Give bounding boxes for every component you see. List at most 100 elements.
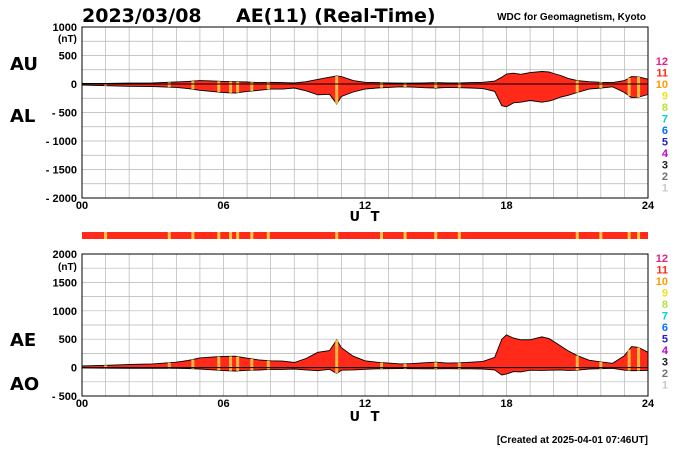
station-mark bbox=[637, 347, 641, 371]
y-tick-label: 1000 bbox=[53, 306, 77, 318]
y-tick-label: 0 bbox=[71, 79, 77, 91]
y-tick-label: - 1500 bbox=[46, 165, 77, 177]
legend-station-5: 5 bbox=[662, 334, 668, 346]
x-tick-label: 24 bbox=[642, 398, 655, 410]
legend-station-9: 9 bbox=[662, 91, 668, 103]
x-tick-label: 12 bbox=[359, 398, 371, 410]
stripe-mark bbox=[229, 232, 233, 239]
x-tick-label: 00 bbox=[76, 398, 88, 410]
legend-station-5: 5 bbox=[662, 137, 668, 149]
station-mark bbox=[217, 81, 221, 93]
legend-station-8: 8 bbox=[662, 299, 668, 311]
station-mark bbox=[104, 365, 108, 369]
y-tick-label: - 2000 bbox=[46, 193, 77, 205]
stripe-mark bbox=[191, 232, 195, 239]
legend-station-10: 10 bbox=[656, 79, 668, 91]
legend-station-1: 1 bbox=[662, 183, 668, 195]
legend-station-11: 11 bbox=[656, 68, 668, 80]
al-label: AL bbox=[10, 106, 35, 127]
station-mark bbox=[599, 361, 603, 369]
au-label: AU bbox=[10, 54, 38, 75]
legend-station-1: 1 bbox=[662, 380, 668, 392]
stripe-mark bbox=[380, 232, 384, 239]
legend-station-6: 6 bbox=[662, 125, 668, 137]
legend-station-11: 11 bbox=[656, 265, 668, 277]
stripe-mark bbox=[599, 232, 603, 239]
station-mark bbox=[403, 363, 407, 369]
y-tick-label: 1000 bbox=[53, 22, 77, 34]
legend-station-2: 2 bbox=[662, 368, 668, 380]
legend-station-3: 3 bbox=[662, 357, 668, 369]
legend-station-12: 12 bbox=[656, 56, 668, 68]
station-mark bbox=[434, 82, 438, 88]
legend-station-7: 7 bbox=[662, 311, 668, 323]
station-mark bbox=[167, 82, 171, 88]
au-al-unit: (nT) bbox=[58, 34, 77, 45]
au-al-station-marks bbox=[104, 76, 641, 104]
y-tick-label: 0 bbox=[71, 363, 77, 375]
al-series-line bbox=[81, 84, 649, 108]
station-mark bbox=[250, 358, 254, 371]
station-mark bbox=[236, 356, 240, 371]
x-tick-label: 24 bbox=[642, 200, 655, 212]
legend-station-3: 3 bbox=[662, 160, 668, 172]
stripe-band bbox=[82, 232, 648, 239]
y-tick-label: 500 bbox=[59, 334, 77, 346]
ao-label: AO bbox=[10, 374, 39, 395]
stripe-mark bbox=[266, 232, 270, 239]
station-mark bbox=[403, 83, 407, 87]
ae-ao-area bbox=[81, 334, 649, 376]
station-mark bbox=[217, 356, 221, 371]
x-tick-label: 00 bbox=[76, 200, 88, 212]
stripe-mark bbox=[575, 232, 579, 239]
station-mark bbox=[250, 82, 254, 91]
stripe-mark bbox=[627, 232, 631, 239]
stripe-mark bbox=[167, 232, 171, 239]
station-mark bbox=[335, 76, 339, 104]
legend-station-8: 8 bbox=[662, 102, 668, 114]
station-mark bbox=[627, 349, 631, 371]
ae-ao-frame bbox=[81, 253, 649, 397]
station-mark bbox=[434, 362, 438, 369]
au-al-x-axis-title: U T bbox=[350, 210, 383, 225]
ae-series-line bbox=[81, 334, 649, 367]
station-mark bbox=[457, 82, 461, 88]
stripe-mark bbox=[104, 232, 108, 239]
station-mark bbox=[380, 82, 384, 88]
au-al-frame bbox=[81, 26, 649, 199]
stripe-mark bbox=[457, 232, 461, 239]
y-tick-label: 1500 bbox=[53, 277, 77, 289]
stripe-mark bbox=[335, 232, 339, 239]
station-mark bbox=[266, 82, 270, 90]
x-tick-label: 18 bbox=[500, 200, 512, 212]
station-mark bbox=[575, 355, 579, 371]
x-tick-label: 18 bbox=[500, 398, 512, 410]
station-mark bbox=[191, 359, 195, 369]
station-mark bbox=[229, 81, 233, 93]
station-mark bbox=[266, 360, 270, 370]
station-mark bbox=[575, 80, 579, 93]
legend-station-9: 9 bbox=[662, 288, 668, 300]
station-mark bbox=[229, 356, 233, 371]
stripe-mark bbox=[434, 232, 438, 239]
legend-station-4: 4 bbox=[662, 148, 669, 160]
station-mark bbox=[191, 81, 195, 90]
legend-station-2: 2 bbox=[662, 171, 668, 183]
legend-station-4: 4 bbox=[662, 345, 669, 357]
au-al-fill-area bbox=[82, 71, 648, 107]
station-mark bbox=[104, 83, 108, 86]
chart-title: AE(11) (Real-Time) bbox=[236, 5, 436, 27]
station-mark bbox=[335, 339, 339, 374]
y-tick-label: 500 bbox=[59, 51, 77, 63]
stripe-mark bbox=[236, 232, 240, 239]
y-tick-label: - 500 bbox=[52, 391, 77, 403]
x-tick-label: 06 bbox=[217, 398, 229, 410]
legend-station-7: 7 bbox=[662, 114, 668, 126]
stripe-mark bbox=[217, 232, 221, 239]
station-mark bbox=[380, 362, 384, 369]
stripe-mark bbox=[403, 232, 407, 239]
